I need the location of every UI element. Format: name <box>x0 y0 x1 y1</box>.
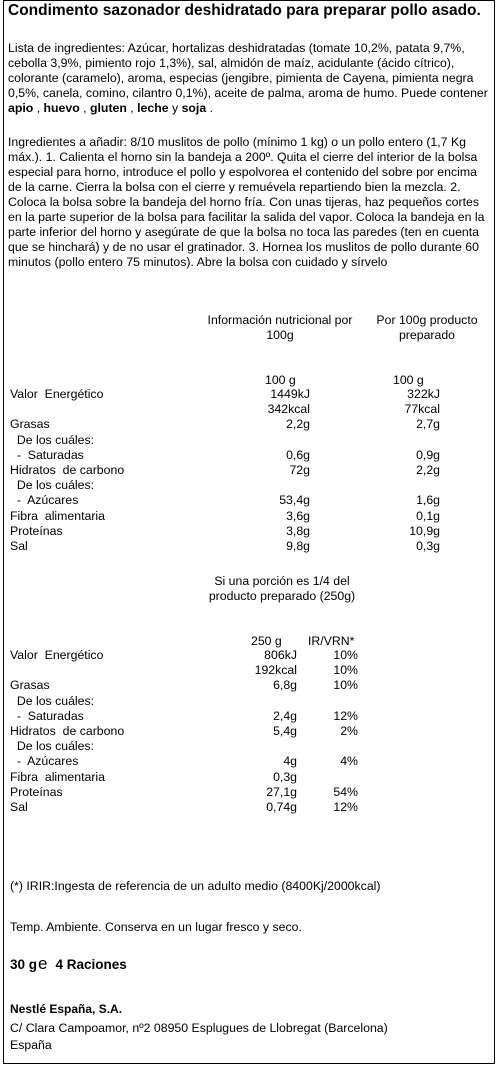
estimated-sign-icon: e <box>38 954 48 973</box>
row-value-a: 9,8g <box>286 539 310 553</box>
row-value-a: 192kcal <box>254 663 297 678</box>
row-value-b: 10% <box>333 648 358 662</box>
table1-unit-prepared: 100 g <box>393 373 424 387</box>
row-value-b: 0,9g <box>416 447 440 462</box>
servings: 4 Raciones <box>55 957 127 972</box>
row-label: Fibra alimentaria <box>10 508 105 523</box>
table2-unit-ir: IR/VRN* <box>308 634 355 648</box>
ingredients-list: Lista de ingredientes: Azúcar, hortaliza… <box>8 41 488 115</box>
product-title: Condimento sazonador deshidratado para p… <box>8 2 481 19</box>
row-label: Hidratos de carbono <box>10 463 125 477</box>
reference-intake-footnote: (*) IRIR:Ingesta de referencia de un adu… <box>10 879 381 893</box>
allergen-gluten: gluten <box>90 101 127 115</box>
row-value-a: 72g <box>289 463 310 477</box>
row-value-a: 27,1g <box>266 784 297 799</box>
allergen-leche: leche <box>137 101 169 115</box>
row-label: Valor Energético <box>10 387 104 401</box>
table1-unit-per100: 100 g <box>265 373 296 387</box>
net-weight: 30 ge 4 Raciones <box>10 954 127 973</box>
row-label: De los cuáles: <box>10 739 95 754</box>
table2-header-portion: Si una porción es 1/4 del producto prepa… <box>208 574 356 603</box>
row-value-b: 12% <box>333 708 358 723</box>
row-value-a: 0,6g <box>286 447 310 462</box>
table1-header-per100: Información nutricional por 100g <box>207 313 353 342</box>
row-value-a: 6,8g <box>273 678 297 693</box>
row-value-b: 2% <box>340 724 358 738</box>
row-value-b: 54% <box>333 784 358 799</box>
row-value-b: 10% <box>333 678 358 693</box>
row-label: Grasas <box>10 417 50 432</box>
row-label: Proteínas <box>10 784 63 799</box>
row-label: Fibra alimentaria <box>10 769 105 784</box>
row-value-b: 322kJ <box>407 387 440 401</box>
row-value-a: 0,3g <box>273 769 297 784</box>
row-label: - Azúcares <box>10 754 79 769</box>
row-value-a: 2,4g <box>273 708 297 723</box>
row-label: De los cuáles: <box>10 432 95 447</box>
row-value-a: 342kcal <box>267 402 310 417</box>
row-value-b: 2,2g <box>416 463 440 477</box>
row-label: De los cuáles: <box>10 693 95 708</box>
row-label: Valor Energético <box>10 648 104 662</box>
row-value-b: 1,6g <box>416 493 440 508</box>
row-value-a: 53,4g <box>279 493 310 508</box>
row-value-a: 4g <box>283 754 297 769</box>
label-frame <box>3 0 495 1064</box>
row-label: Hidratos de carbono <box>10 724 125 738</box>
table1-header-prepared: Por 100g producto preparado <box>376 313 478 342</box>
row-label: De los cuáles: <box>10 478 95 493</box>
row-value-b: 10% <box>333 663 358 678</box>
row-value-b: 77kcal <box>404 402 440 417</box>
company-name: Nestlé España, S.A. <box>10 1002 123 1016</box>
row-value-b: 0,3g <box>416 539 440 553</box>
row-value-a: 3,6g <box>286 508 310 523</box>
company-country: España <box>10 1038 52 1052</box>
row-value-b: 0,1g <box>416 508 440 523</box>
preparation-instructions: Ingredientes a añadir: 8/10 muslitos de … <box>8 135 485 269</box>
allergen-huevo: huevo <box>43 101 80 115</box>
row-value-a: 0,74g <box>266 800 297 814</box>
row-label: Sal <box>10 539 28 553</box>
row-label: Sal <box>10 800 28 814</box>
row-value-b: 12% <box>333 800 358 814</box>
row-value-b: 10,9g <box>409 523 440 538</box>
row-value-a: 5,4g <box>273 724 297 738</box>
row-label: Grasas <box>10 678 50 693</box>
storage-info: Temp. Ambiente. Conserva en un lugar fre… <box>10 920 302 934</box>
row-label: Proteínas <box>10 523 63 538</box>
row-label: - Saturadas <box>10 708 84 723</box>
company-address: C/ Clara Campoamor, nº2 08950 Esplugues … <box>10 1021 388 1035</box>
allergen-soja: soja <box>181 101 207 115</box>
row-value-b: 4% <box>340 754 358 769</box>
allergen-apio: apio <box>8 101 34 115</box>
row-value-a: 806kJ <box>264 648 297 662</box>
row-label: - Azúcares <box>10 493 79 508</box>
row-value-a: 1449kJ <box>270 387 310 401</box>
row-label: - Saturadas <box>10 447 84 462</box>
row-value-b: 2,7g <box>416 417 440 432</box>
row-value-a: 3,8g <box>286 523 310 538</box>
row-value-a: 2,2g <box>286 417 310 432</box>
table2-unit-portion: 250 g <box>251 634 282 648</box>
